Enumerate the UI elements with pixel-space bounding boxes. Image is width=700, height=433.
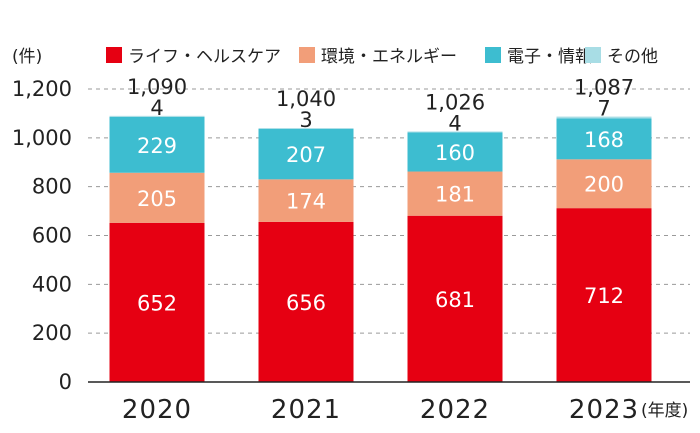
total-label: 1,087 xyxy=(574,76,634,100)
legend: ライフ・ヘルスケア 環境・エネルギー 電子・情報 その他 xyxy=(106,47,658,67)
y-axis: 0 200 400 600 800 1,000 1,200 xyxy=(12,77,72,394)
data-label: 656 xyxy=(286,291,326,315)
y-tick-label: 1,000 xyxy=(12,126,72,150)
x-tick-label: 2022 xyxy=(420,395,490,425)
y-tick-label: 0 xyxy=(59,370,72,394)
bar-group: 656 174 207 31,040 xyxy=(258,87,354,382)
bar-segment xyxy=(407,215,503,382)
y-tick-label: 800 xyxy=(32,175,72,199)
bar-group: 652 205 229 41,090 xyxy=(109,75,205,382)
data-label: 712 xyxy=(584,284,624,308)
data-label: 207 xyxy=(286,143,326,167)
bar-segment xyxy=(556,159,652,209)
bars: 65220522941,09065617420731,0406811811604… xyxy=(109,75,652,382)
bar-segment xyxy=(407,132,503,172)
y-tick-label: 1,200 xyxy=(12,77,72,101)
x-tick-label: 2020 xyxy=(122,395,192,425)
data-label: 4 xyxy=(448,111,461,135)
data-label: 160 xyxy=(435,141,475,165)
data-label: 168 xyxy=(584,128,624,152)
total-label: 1,040 xyxy=(276,87,336,111)
legend-label: その他 xyxy=(607,47,658,67)
legend-item: ライフ・ヘルスケア xyxy=(106,47,281,67)
legend-label: ライフ・ヘルスケア xyxy=(128,47,281,67)
data-label: 174 xyxy=(286,190,326,214)
data-label: 3 xyxy=(299,108,312,132)
bar-segment xyxy=(109,172,205,223)
legend-label: 電子・情報 xyxy=(507,47,592,67)
x-unit-label: (年度) xyxy=(641,401,688,421)
legend-item: 電子・情報 xyxy=(485,47,592,67)
bar-segment xyxy=(407,131,503,133)
legend-swatch xyxy=(485,47,501,63)
data-label: 200 xyxy=(584,173,624,197)
legend-swatch xyxy=(299,47,315,63)
data-label: 681 xyxy=(435,288,475,312)
y-tick-label: 600 xyxy=(32,224,72,248)
data-label: 7 xyxy=(597,97,610,121)
y-tick-label: 200 xyxy=(32,321,72,345)
bar-segment xyxy=(258,179,354,222)
legend-item: その他 xyxy=(585,47,658,67)
total-label: 1,090 xyxy=(127,75,187,99)
bar-group: 681 181 160 41,026 xyxy=(407,90,503,382)
bar-segment xyxy=(109,116,205,173)
x-tick-label: 2021 xyxy=(271,395,341,425)
bar-segment xyxy=(556,118,652,160)
legend-label: 環境・エネルギー xyxy=(321,47,457,67)
bar-segment xyxy=(258,221,354,382)
bar-segment xyxy=(109,115,205,117)
total-label: 1,026 xyxy=(425,90,485,114)
legend-swatch xyxy=(106,47,122,63)
data-label: 229 xyxy=(137,134,177,158)
y-unit-label: (件) xyxy=(12,47,42,67)
x-axis: 2020 2021 2022 2023 xyxy=(88,381,690,425)
legend-item: 環境・エネルギー xyxy=(299,47,457,67)
bar-segment xyxy=(556,116,652,119)
data-label: 181 xyxy=(435,183,475,207)
data-label: 652 xyxy=(137,291,177,315)
bar-segment xyxy=(109,222,205,382)
bar-segment xyxy=(407,171,503,216)
data-label: 4 xyxy=(150,96,163,120)
bar-segment xyxy=(258,128,354,129)
legend-swatch xyxy=(585,47,601,63)
y-tick-label: 400 xyxy=(32,272,72,296)
bar-segment xyxy=(556,208,652,382)
x-tick-label: 2023 xyxy=(569,395,639,425)
bar-segment xyxy=(258,128,354,180)
data-label: 205 xyxy=(137,187,177,211)
bar-group: 712 200 168 71,087 xyxy=(556,76,652,382)
